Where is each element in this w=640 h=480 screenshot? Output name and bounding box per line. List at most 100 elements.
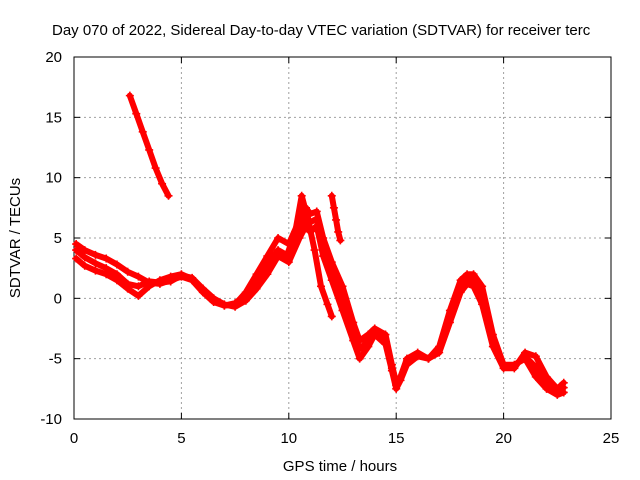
data-point	[282, 252, 291, 261]
data-point	[317, 282, 326, 291]
data-point	[553, 388, 562, 397]
y-tick-label: -5	[49, 351, 62, 368]
data-point	[364, 336, 373, 345]
data-point	[327, 191, 336, 200]
data-point	[134, 282, 143, 291]
data-point	[531, 352, 540, 361]
data-point	[138, 127, 147, 136]
data-point	[134, 291, 143, 300]
y-tick-label: 15	[45, 109, 62, 126]
data-point	[312, 214, 321, 223]
data-point	[291, 227, 300, 236]
data-point	[80, 261, 89, 270]
data-point	[164, 191, 173, 200]
data-point	[456, 282, 465, 291]
data-point	[392, 381, 401, 390]
data-point	[413, 349, 422, 358]
data-point	[91, 266, 100, 275]
data-point	[145, 145, 154, 154]
data-point	[329, 203, 338, 212]
y-tick-label: -10	[40, 411, 62, 428]
data-point	[220, 301, 229, 310]
data-point	[112, 260, 121, 269]
x-tick-label: 5	[177, 430, 185, 447]
data-point	[263, 270, 272, 279]
x-tick-label: 0	[70, 430, 78, 447]
data-point	[387, 364, 396, 373]
data-point	[177, 271, 186, 280]
data-point	[396, 373, 405, 382]
data-point	[274, 246, 283, 255]
data-point	[319, 243, 328, 252]
data-point	[469, 276, 478, 285]
data-point	[336, 236, 345, 245]
data-point	[463, 275, 472, 284]
data-point	[166, 277, 175, 286]
data-point	[304, 215, 313, 224]
data-point	[510, 361, 519, 370]
data-point	[424, 354, 433, 363]
data-point	[91, 259, 100, 268]
data-point	[158, 179, 167, 188]
data-point	[338, 294, 347, 303]
data-point	[327, 267, 336, 276]
data-point	[155, 278, 164, 287]
data-point	[263, 260, 272, 269]
data-point	[80, 246, 89, 255]
x-tick-label: 15	[388, 430, 405, 447]
data-point	[381, 335, 390, 344]
series	[72, 91, 568, 399]
series-track-e	[282, 191, 336, 321]
data-point	[349, 326, 358, 335]
data-point	[332, 215, 341, 224]
data-point	[209, 294, 218, 303]
y-tick-label: 0	[54, 290, 62, 307]
data-point	[478, 291, 487, 300]
data-point	[323, 300, 332, 309]
data-point	[355, 354, 364, 363]
y-tick-label: 20	[45, 49, 62, 66]
data-point	[327, 312, 336, 321]
data-point	[151, 164, 160, 173]
data-point	[370, 328, 379, 337]
data-point	[102, 254, 111, 263]
series-line	[283, 192, 335, 320]
data-point	[334, 227, 343, 236]
data-point	[297, 191, 306, 200]
data-point	[123, 267, 132, 276]
data-point	[445, 312, 454, 321]
data-point	[499, 361, 508, 370]
series-line	[73, 222, 567, 392]
data-point	[91, 250, 100, 259]
data-point	[355, 345, 364, 354]
data-point	[80, 253, 89, 262]
data-point	[112, 270, 121, 279]
series-line	[73, 213, 567, 396]
series-track-f	[327, 191, 345, 245]
data-point	[312, 207, 321, 216]
data-point	[252, 276, 261, 285]
data-point	[188, 273, 197, 282]
data-point	[521, 352, 530, 361]
y-tick-label: 10	[45, 170, 62, 187]
data-point	[134, 272, 143, 281]
data-point	[198, 284, 207, 293]
data-point	[145, 277, 154, 286]
data-point	[123, 279, 132, 288]
series-track-d	[125, 91, 173, 200]
chart-title: Day 070 of 2022, Sidereal Day-to-day VTE…	[52, 22, 591, 39]
x-tick-label: 25	[603, 430, 620, 447]
data-point	[72, 246, 81, 255]
series-track-c	[72, 212, 568, 397]
data-point	[102, 264, 111, 273]
y-tick-label: 5	[54, 230, 62, 247]
data-point	[274, 234, 283, 242]
data-point	[132, 109, 141, 118]
data-point	[531, 363, 540, 372]
data-point	[72, 254, 81, 263]
axis-ticks: 0 5 10 15 20 25 -10 -5 0 5 10 15 20	[40, 49, 619, 447]
data-point	[488, 336, 497, 345]
data-point	[231, 299, 240, 308]
data-point	[531, 372, 540, 381]
